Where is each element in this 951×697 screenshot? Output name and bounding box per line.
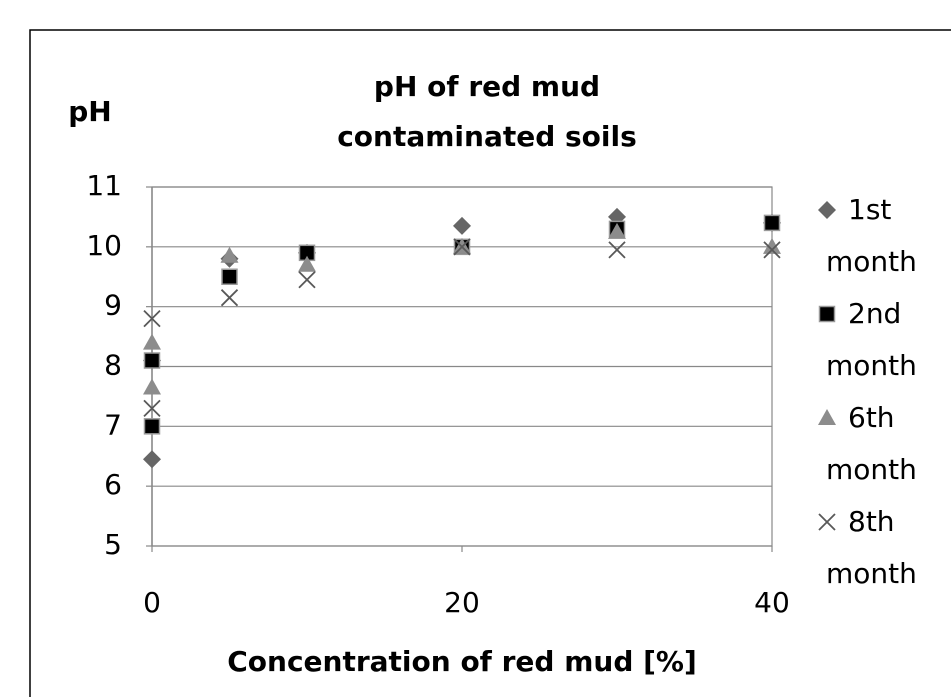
y-axis-label: pH — [68, 95, 111, 128]
legend-label: 1st month — [826, 193, 917, 278]
data-point — [143, 333, 161, 350]
chart-frame — [29, 29, 951, 697]
legend-label: 6th month — [826, 401, 917, 486]
y-tick-label: 7 — [104, 408, 122, 441]
data-point — [453, 238, 471, 256]
x-tick-label: 0 — [143, 586, 161, 619]
data-point — [608, 222, 626, 239]
legend-swatch — [818, 409, 836, 425]
data-point — [220, 246, 239, 263]
y-tick-label: 11 — [86, 169, 122, 202]
data-point — [298, 255, 316, 272]
x-tick-label: 40 — [754, 586, 790, 619]
y-tick-label: 10 — [86, 229, 122, 262]
legend-swatch — [818, 513, 836, 531]
data-point — [298, 271, 316, 289]
legend-swatch — [818, 201, 836, 219]
x-tick-label: 20 — [444, 586, 480, 619]
data-point — [763, 241, 781, 259]
x-axis-label: Concentration of red mud [%] — [227, 645, 697, 678]
data-point — [453, 216, 471, 235]
legend-label: 2nd month — [826, 297, 917, 382]
data-point — [143, 418, 161, 435]
legend-swatch — [818, 305, 836, 323]
data-point — [763, 237, 781, 254]
legend-label: 8th month — [826, 505, 917, 590]
data-point — [143, 309, 161, 328]
y-tick-label: 8 — [104, 349, 122, 382]
y-tick-label: 5 — [104, 528, 122, 561]
data-point — [143, 352, 161, 369]
data-point — [143, 450, 161, 469]
data-point — [221, 268, 238, 285]
y-tick-label: 9 — [104, 289, 122, 322]
data-point — [608, 241, 626, 259]
data-point — [143, 399, 161, 418]
y-tick-label: 6 — [104, 468, 122, 501]
data-point — [220, 289, 239, 307]
data-point — [763, 214, 781, 232]
chart-title: pH of red mud contaminated soils — [337, 70, 637, 153]
data-point — [143, 378, 161, 395]
